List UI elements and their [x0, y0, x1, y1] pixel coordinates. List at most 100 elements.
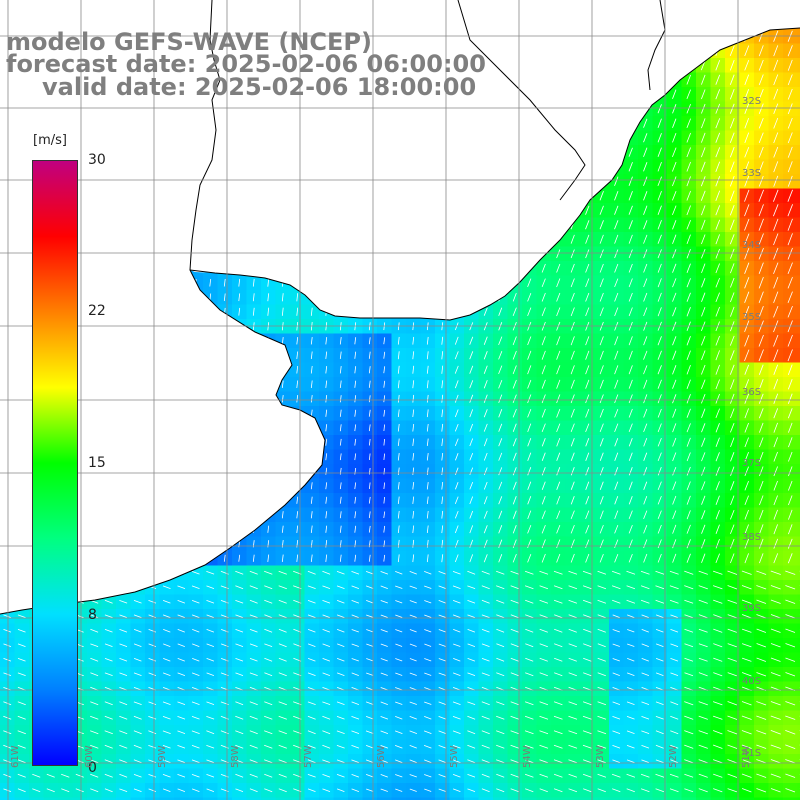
wind-vector-arrow	[773, 175, 779, 187]
wind-vector-arrow	[672, 147, 677, 158]
wind-vector-arrow	[787, 276, 793, 289]
wind-vector-arrow	[614, 292, 619, 302]
wind-vector-arrow	[744, 59, 750, 71]
wind-vector-arrow	[310, 307, 313, 316]
wind-speed-cell	[797, 217, 800, 233]
wind-vector-arrow	[614, 191, 619, 201]
wind-speed-cell	[797, 275, 800, 291]
wind-speed-cell	[565, 797, 581, 800]
wind-speed-cell	[638, 797, 654, 800]
wind-vector-arrow	[643, 118, 648, 128]
wind-vector-arrow	[729, 147, 735, 158]
wind-vector-arrow	[267, 278, 270, 287]
wind-vector-arrow	[628, 234, 633, 244]
wind-speed-cell	[420, 797, 436, 800]
wind-speed-cell	[797, 29, 800, 45]
wind-speed-cell	[58, 797, 74, 800]
wind-vector-arrow	[643, 220, 648, 230]
wind-vector-arrow	[758, 276, 764, 289]
wind-vector-arrow	[715, 234, 720, 245]
wind-speed-cell	[493, 797, 509, 800]
wind-vector-arrow	[773, 45, 779, 57]
wind-speed-cell	[797, 304, 800, 320]
wind-vector-arrow	[744, 189, 750, 202]
wind-vector-arrow	[570, 249, 575, 259]
wind-vector-arrow	[686, 118, 691, 129]
wind-vector-arrow	[498, 307, 503, 316]
wind-vector-arrow	[773, 189, 779, 202]
wind-vector-arrow	[672, 220, 677, 230]
wind-speed-cell	[797, 638, 800, 654]
wind-vector-arrow	[787, 132, 793, 144]
wind-vector-arrow	[614, 220, 619, 230]
wind-vector-arrow	[643, 162, 648, 172]
wind-vector-arrow	[672, 161, 677, 172]
wind-speed-cell	[797, 768, 800, 784]
wind-vector-arrow	[281, 293, 284, 302]
wind-vector-arrow	[729, 118, 735, 129]
wind-speed-cell	[797, 725, 800, 741]
wind-speed-cell	[797, 739, 800, 755]
wind-vector-arrow	[628, 191, 633, 201]
wind-vector-arrow	[758, 247, 764, 260]
wind-speed-cell	[797, 203, 800, 219]
wind-vector-arrow	[758, 88, 764, 100]
wind-speed-cell	[797, 464, 800, 480]
wind-vector-arrow	[657, 292, 662, 302]
wind-speed-cell	[797, 87, 800, 103]
wind-speed-cell	[797, 101, 800, 117]
wind-speed-cell	[377, 797, 393, 800]
wind-vector-arrow	[614, 176, 619, 186]
wind-vector-arrow	[267, 307, 270, 316]
wind-vector-arrow	[296, 293, 299, 302]
wind-vector-arrow	[701, 219, 706, 230]
wind-vector-arrow	[744, 218, 750, 231]
wind-vector-arrow	[701, 103, 706, 114]
wind-speed-cell	[797, 580, 800, 596]
wind-speed-cell	[797, 565, 800, 581]
wind-speed-cell	[797, 681, 800, 697]
wind-vector-arrow	[643, 278, 648, 288]
wind-vector-arrow	[672, 104, 677, 114]
wind-speed-cell	[797, 174, 800, 190]
wind-vector-arrow	[614, 263, 619, 273]
wind-vector-arrow	[715, 118, 721, 129]
wind-speed-cell	[797, 43, 800, 59]
wind-vector-arrow	[730, 292, 735, 303]
wind-vector-arrow	[657, 118, 662, 128]
wind-speed-cell	[797, 319, 800, 335]
wind-vector-arrow	[758, 233, 764, 246]
wind-vector-arrow	[628, 205, 633, 215]
wind-speed-cell	[536, 797, 552, 800]
wind-vector-arrow	[599, 205, 604, 215]
wind-vector-arrow	[686, 278, 691, 288]
wind-vector-arrow	[715, 176, 721, 187]
wind-vector-arrow	[715, 60, 721, 71]
wind-vector-arrow	[701, 278, 706, 288]
wind-vector-arrow	[701, 118, 706, 129]
wind-speed-cell	[507, 797, 523, 800]
wind-vector-arrow	[758, 204, 764, 217]
wind-vector-arrow	[715, 147, 721, 158]
wind-vector-arrow	[527, 278, 532, 288]
wind-vector-arrow	[715, 205, 721, 216]
wind-speed-cell	[797, 797, 800, 800]
wind-vector-arrow	[657, 234, 662, 244]
wind-speed-cell	[551, 797, 567, 800]
wind-speed-cell	[797, 333, 800, 349]
wind-vector-arrow	[787, 247, 793, 260]
wind-vector-arrow	[744, 45, 750, 57]
wind-vector-arrow	[686, 147, 691, 158]
wind-vector-arrow	[556, 278, 561, 288]
wind-vector-arrow	[614, 205, 619, 215]
wind-vector-arrow	[787, 59, 793, 71]
wind-vector-arrow	[758, 262, 764, 275]
wind-vector-arrow	[729, 89, 735, 100]
wind-vector-arrow	[787, 88, 793, 100]
wind-vector-arrow	[281, 307, 284, 316]
wind-vector-arrow	[787, 45, 793, 57]
wind-speed-cell	[391, 797, 407, 800]
wind-vector-arrow	[585, 205, 590, 215]
wind-vector-arrow	[744, 175, 750, 187]
